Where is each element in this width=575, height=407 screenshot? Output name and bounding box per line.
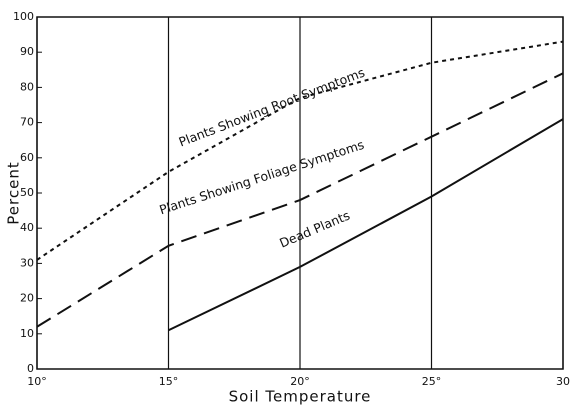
series-line bbox=[36, 40, 564, 261]
x-tick-label: 15° bbox=[159, 375, 179, 388]
y-tick-label: 70 bbox=[20, 116, 34, 129]
series-label: Plants Showing Foliage Symptoms bbox=[157, 137, 365, 217]
x-tick-label: 20° bbox=[290, 375, 310, 388]
y-tick-label: 20 bbox=[20, 292, 34, 305]
x-tick-label: 25° bbox=[422, 375, 442, 388]
y-tick-label: 80 bbox=[20, 80, 34, 93]
y-axis-label: Percent bbox=[5, 161, 23, 224]
y-tick-label: 100 bbox=[13, 10, 34, 23]
series-label: Plants Showing Root Symptoms bbox=[177, 65, 367, 150]
y-tick-label: 90 bbox=[20, 45, 34, 58]
y-tick-label: 30 bbox=[20, 256, 34, 269]
series-line bbox=[36, 72, 564, 328]
y-tick-label: 0 bbox=[27, 362, 34, 375]
x-axis-label: Soil Temperature bbox=[229, 388, 372, 406]
series-line bbox=[168, 118, 564, 332]
y-tick-label: 40 bbox=[20, 221, 34, 234]
y-tick-label: 50 bbox=[20, 186, 34, 199]
x-tick-label: 30 bbox=[556, 375, 570, 388]
x-tick-label: 10° bbox=[27, 375, 47, 388]
y-tick-label: 60 bbox=[20, 151, 34, 164]
y-tick-label: 10 bbox=[20, 327, 34, 340]
